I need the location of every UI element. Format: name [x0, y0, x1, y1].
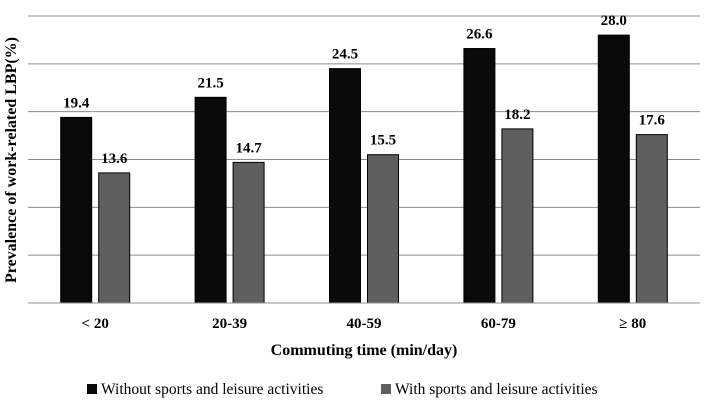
data-label-with-0: 13.6 [101, 151, 128, 167]
data-label-without-4: 28.0 [601, 13, 627, 29]
data-label-with-2: 15.5 [370, 133, 396, 149]
data-labels: 19.4 13.6 21.5 14.7 24.5 15.5 26.6 18.2 28.0 17.6 [63, 13, 665, 167]
x-tick-label: 60-79 [481, 316, 516, 332]
gridlines [28, 15, 700, 256]
bars [60, 34, 668, 304]
data-label-without-1: 21.5 [197, 75, 223, 91]
data-label-with-1: 14.7 [235, 140, 262, 156]
bar-with-0 [98, 172, 131, 304]
x-tick-label: < 20 [82, 316, 109, 332]
legend: Without sports and leisure activities Wi… [87, 381, 598, 398]
bar-with-4 [635, 134, 668, 304]
y-axis-title: Prevalence of work-related LBP(%) [3, 37, 20, 283]
data-label-with-3: 18.2 [504, 107, 530, 123]
bar-with-3 [501, 128, 534, 304]
legend-swatch-with [381, 384, 391, 394]
legend-swatch-without [87, 384, 97, 394]
bar-without-1 [194, 96, 227, 304]
legend-label-without: Without sports and leisure activities [101, 381, 323, 398]
x-tick-labels: < 20 20-39 40-59 60-79 ≥ 80 [82, 316, 647, 332]
legend-label-with: With sports and leisure activities [395, 381, 598, 398]
x-axis-title: Commuting time (min/day) [271, 342, 458, 359]
data-label-without-3: 26.6 [466, 27, 493, 43]
data-label-with-4: 17.6 [639, 113, 666, 129]
data-label-without-2: 24.5 [332, 47, 358, 63]
bar-without-2 [329, 68, 361, 304]
bar-without-4 [597, 34, 630, 304]
bar-without-3 [463, 48, 496, 304]
x-tick-label: 40-59 [347, 316, 382, 332]
data-label-without-0: 19.4 [63, 95, 90, 111]
bar-without-0 [60, 116, 93, 304]
bar-with-2 [367, 154, 399, 304]
x-tick-label: ≥ 80 [619, 316, 646, 332]
bar-with-1 [232, 161, 265, 304]
x-tick-label: 20-39 [212, 316, 247, 332]
